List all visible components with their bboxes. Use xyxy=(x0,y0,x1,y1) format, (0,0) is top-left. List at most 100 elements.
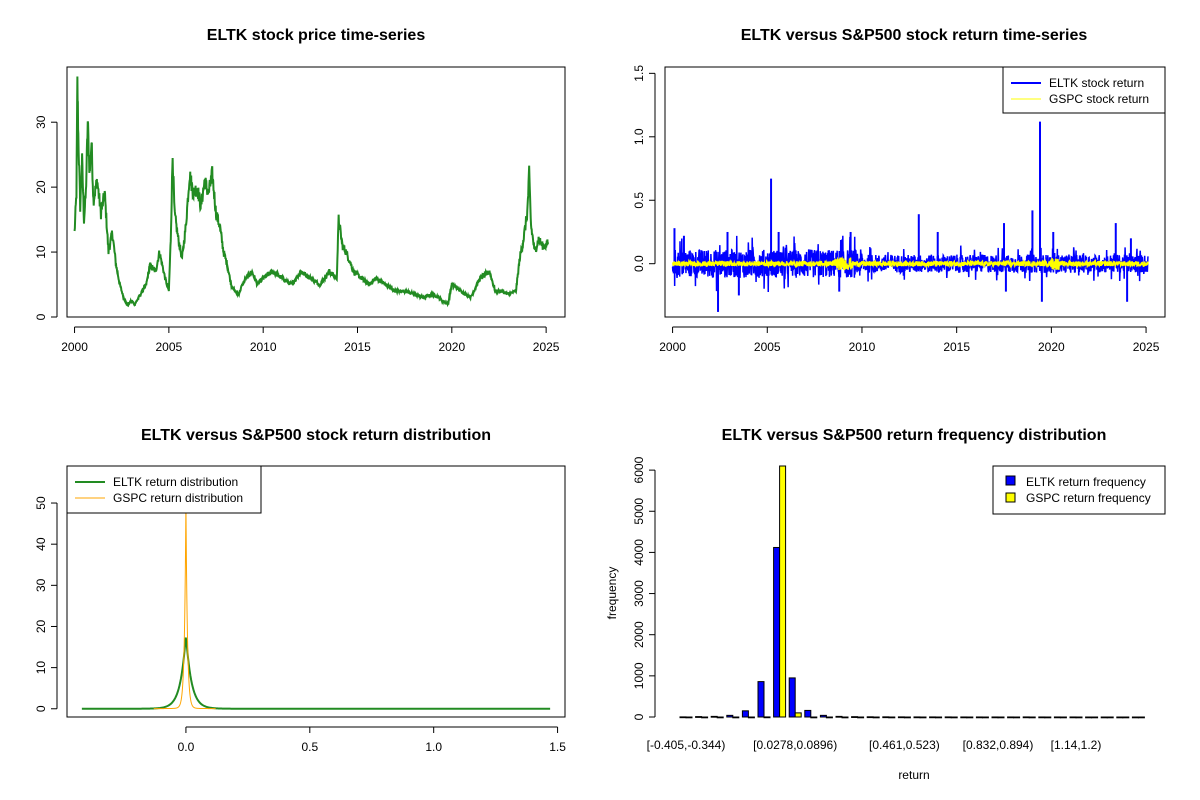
y-tick-label: 1000 xyxy=(632,662,646,689)
gspc-frequency-bar xyxy=(903,716,911,719)
eltk-frequency-bar xyxy=(1007,716,1015,719)
density-chart-title: ELTK versus S&P500 stock return distribu… xyxy=(141,427,491,444)
eltk-frequency-bar xyxy=(882,716,890,719)
returns-legend-gspc-label: GSPC stock return xyxy=(1049,92,1149,106)
x-tick-label: 1.0 xyxy=(425,740,442,754)
x-tick-label: 2000 xyxy=(659,340,686,354)
gspc-frequency-bar xyxy=(763,716,771,719)
returns-legend: ELTK stock return GSPC stock return xyxy=(1002,66,1166,114)
frequency-legend-eltk-swatch xyxy=(1005,475,1016,486)
gspc-frequency-bar xyxy=(935,716,943,719)
eltk-frequency-bar xyxy=(695,716,703,718)
eltk-density-line xyxy=(81,637,551,710)
y-tick-label: 0.0 xyxy=(632,255,646,272)
eltk-frequency-bar xyxy=(975,716,983,719)
y-tick-label: 40 xyxy=(34,537,48,551)
density-legend-gspc-label: GSPC return distribution xyxy=(113,491,243,505)
y-tick-label: 10 xyxy=(34,661,48,675)
density-legend-box xyxy=(66,465,262,514)
eltk-frequency-bar xyxy=(1085,716,1093,719)
density-legend: ELTK return distribution GSPC return dis… xyxy=(66,465,262,514)
gspc-frequency-bar xyxy=(1091,716,1099,719)
returns-y-axis: 0.0 0.5 1.0 1.5 xyxy=(632,65,656,272)
eltk-frequency-bar xyxy=(913,716,921,719)
x-tick-label: 2025 xyxy=(533,340,560,354)
gspc-frequency-bar xyxy=(779,465,787,718)
gspc-frequency-bar xyxy=(701,716,709,719)
density-legend-eltk-label: ELTK return distribution xyxy=(113,475,238,489)
gspc-frequency-bar xyxy=(919,716,927,719)
eltk-frequency-bar xyxy=(866,716,874,719)
gspc-frequency-bar xyxy=(966,716,974,719)
frequency-x-tick-label: [1.14,1.2) xyxy=(1051,738,1102,752)
x-tick-label: 2020 xyxy=(438,340,465,354)
gspc-frequency-bar xyxy=(716,716,724,719)
panel-density: ELTK versus S&P500 stock return distribu… xyxy=(34,427,566,754)
eltk-frequency-bar xyxy=(804,709,812,718)
y-tick-label: 5000 xyxy=(632,498,646,525)
x-tick-label: 0.5 xyxy=(301,740,318,754)
eltk-frequency-bar xyxy=(1053,716,1061,719)
frequency-chart-title: ELTK versus S&P500 return frequency dist… xyxy=(722,427,1107,444)
x-tick-label: 2005 xyxy=(754,340,781,354)
eltk-frequency-bar xyxy=(897,716,905,719)
x-tick-label: 2015 xyxy=(943,340,970,354)
y-tick-label: 0 xyxy=(34,313,48,320)
gspc-frequency-bar xyxy=(1044,716,1052,719)
eltk-frequency-bar xyxy=(1069,716,1077,719)
panel-returns: ELTK versus S&P500 stock return time-ser… xyxy=(632,27,1166,354)
density-plot-area xyxy=(81,502,551,710)
y-tick-label: 20 xyxy=(34,180,48,194)
eltk-frequency-bar xyxy=(741,710,749,718)
x-tick-label: 2010 xyxy=(849,340,876,354)
gspc-frequency-bar xyxy=(685,716,693,719)
gspc-frequency-bar xyxy=(1013,716,1021,719)
eltk-frequency-bar xyxy=(929,716,937,719)
eltk-frequency-bar xyxy=(1100,716,1108,719)
frequency-legend-eltk-label: ELTK return frequency xyxy=(1026,475,1146,489)
eltk-frequency-bar xyxy=(1022,716,1030,719)
returns-legend-box xyxy=(1002,66,1166,114)
eltk-frequency-bar xyxy=(960,716,968,719)
price-chart-title: ELTK stock price time-series xyxy=(207,27,426,44)
y-tick-label: 2000 xyxy=(632,621,646,648)
gspc-frequency-bar xyxy=(1137,716,1145,719)
eltk-frequency-bar xyxy=(788,677,796,718)
y-tick-label: 0.5 xyxy=(632,192,646,209)
y-tick-label: 30 xyxy=(34,115,48,129)
price-plot-area xyxy=(73,76,550,308)
y-tick-label: 20 xyxy=(34,619,48,633)
gspc-frequency-bar xyxy=(747,716,755,719)
density-y-axis: 0 10 20 30 40 50 xyxy=(34,496,58,712)
gspc-density-line xyxy=(153,502,216,710)
y-tick-label: 50 xyxy=(34,496,48,510)
x-tick-label: 2025 xyxy=(1133,340,1160,354)
y-tick-label: 1.5 xyxy=(632,65,646,82)
gspc-frequency-bar xyxy=(825,716,833,719)
eltk-frequency-bar xyxy=(773,546,781,718)
x-tick-label: 2015 xyxy=(344,340,371,354)
gspc-frequency-bar xyxy=(981,716,989,719)
eltk-frequency-bar xyxy=(835,715,843,718)
frequency-x-tick-label: [0.461,0.523) xyxy=(869,738,940,752)
gspc-frequency-bar xyxy=(1106,716,1114,719)
gspc-frequency-bar xyxy=(1059,716,1067,719)
gspc-frequency-bar xyxy=(1028,716,1036,719)
density-plot-frame xyxy=(66,465,566,718)
frequency-legend-gspc-label: GSPC return frequency xyxy=(1026,491,1151,505)
eltk-frequency-bar xyxy=(710,715,718,718)
panel-frequency: ELTK versus S&P500 return frequency dist… xyxy=(605,427,1166,782)
density-x-axis: 0.0 0.5 1.0 1.5 xyxy=(178,726,566,754)
frequency-x-axis: [-0.405,-0.344) [0.0278,0.0896) [0.461,0.5… xyxy=(647,738,1102,752)
gspc-frequency-bar xyxy=(997,716,1005,719)
y-tick-label: 30 xyxy=(34,578,48,592)
y-tick-label: 4000 xyxy=(632,539,646,566)
x-tick-label: 2010 xyxy=(250,340,277,354)
returns-chart-title: ELTK versus S&P500 stock return time-ser… xyxy=(741,27,1088,44)
frequency-x-tick-label: [0.0278,0.0896) xyxy=(753,738,837,752)
x-tick-label: 0.0 xyxy=(178,740,195,754)
eltk-frequency-bar xyxy=(757,681,765,718)
frequency-x-label: return xyxy=(898,768,929,782)
y-tick-label: 6000 xyxy=(632,456,646,483)
